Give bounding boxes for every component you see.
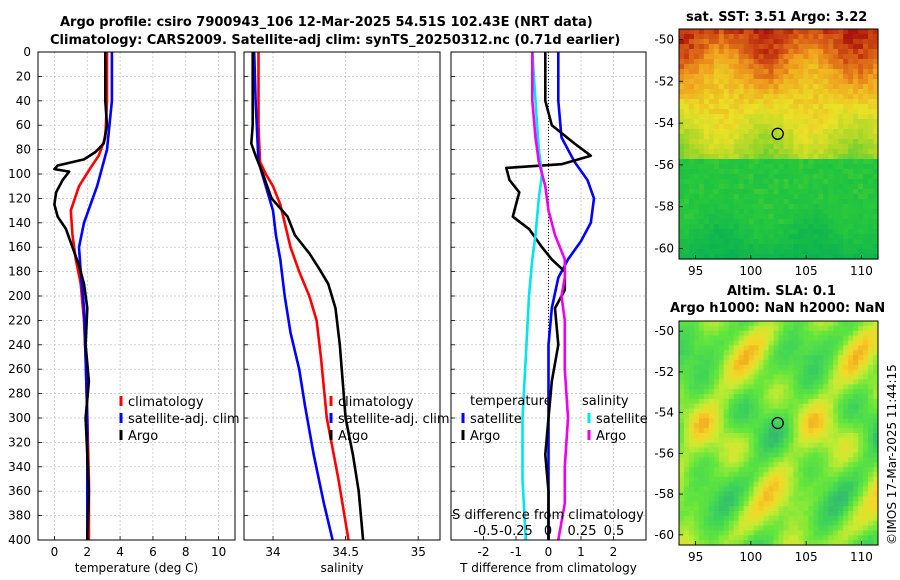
- ytick-label: 160: [8, 240, 31, 254]
- xtick-label: 6: [149, 545, 157, 559]
- xtick-label: -2: [478, 545, 490, 559]
- map-xtick-label: 100: [739, 264, 762, 278]
- xtick-label: 2: [610, 545, 618, 559]
- sla-map-title-line2: Argo h1000: NaN h2000: NaN: [670, 301, 886, 316]
- legend-label: satellite-adj. clim: [128, 412, 240, 427]
- ytick-label: 40: [16, 94, 31, 108]
- sla-map-title-line1: Altim. SLA: 0.1: [727, 284, 836, 299]
- panel-salinity-frame: [243, 51, 441, 541]
- xtick-label: 35: [411, 545, 426, 559]
- s-tick-label: -0.25: [499, 524, 533, 539]
- map-xtick-label: 110: [850, 550, 873, 564]
- xtick-label: 4: [116, 545, 124, 559]
- xtick-label: 0: [51, 545, 59, 559]
- ytick-label: 220: [8, 313, 31, 327]
- map-xtick-label: 100: [739, 550, 762, 564]
- legend-label: Argo: [470, 429, 500, 444]
- ytick-label: 260: [8, 362, 31, 376]
- map-ytick-label: -58: [654, 487, 674, 501]
- panel-difference-frame: [450, 51, 647, 541]
- legend-title-salinity: salinity: [582, 394, 629, 409]
- ytick-label: 180: [8, 265, 31, 279]
- s-tick-label: 0: [544, 524, 552, 539]
- s-tick-label: 0.25: [568, 524, 597, 539]
- ytick-label: 20: [16, 69, 31, 83]
- argo-float-marker: [771, 127, 784, 140]
- ytick-label: 80: [16, 143, 31, 157]
- legend-label: satellite: [596, 412, 648, 427]
- map-ytick-label: -56: [654, 158, 674, 172]
- panel-temperature-frame: [37, 51, 236, 541]
- sst-map-field: [679, 29, 879, 260]
- map-ytick-label: -52: [654, 74, 674, 88]
- map-xtick-label: 95: [688, 550, 703, 564]
- xtick-label: 2: [83, 545, 91, 559]
- map-ytick-label: -58: [654, 200, 674, 214]
- map-ytick-label: -52: [654, 365, 674, 379]
- ytick-label: 280: [8, 387, 31, 401]
- legend-label: Argo: [596, 429, 626, 444]
- xtick-label: 34: [265, 545, 280, 559]
- map-ytick-label: -60: [654, 242, 674, 256]
- map-ytick-label: -50: [654, 324, 674, 338]
- legend-label: satellite-adj. clim: [338, 412, 450, 427]
- series-line-t-satellite: [547, 52, 596, 540]
- ytick-label: 300: [8, 411, 31, 425]
- legend-label: climatology: [128, 395, 204, 410]
- figure-title-line1: Argo profile: csiro 7900943_106 12-Mar-2…: [60, 15, 593, 30]
- ytick-label: 120: [8, 191, 31, 205]
- ytick-label: 380: [8, 509, 31, 523]
- map-ytick-label: -56: [654, 446, 674, 460]
- series-line-argo: [250, 52, 365, 541]
- s-tick-label: -0.5: [473, 524, 498, 539]
- ytick-label: 360: [8, 484, 31, 498]
- map-xtick-label: 105: [795, 264, 818, 278]
- map-ytick-label: -50: [654, 32, 674, 46]
- sla-map-field: [679, 321, 879, 546]
- map-xtick-label: 110: [850, 264, 873, 278]
- series-line-s-satellite: [521, 51, 544, 541]
- xtick-label: -1: [510, 545, 522, 559]
- ytick-label: 0: [23, 45, 31, 59]
- xtick-label: 8: [182, 545, 190, 559]
- series-line-s-argo: [531, 52, 570, 541]
- legend-label: satellite: [470, 412, 522, 427]
- series-line-argo: [53, 52, 109, 541]
- ytick-label: 320: [8, 435, 31, 449]
- map-xtick-label: 105: [795, 550, 818, 564]
- legend-label: Argo: [338, 429, 368, 444]
- xtick-label: 1: [577, 545, 585, 559]
- s-tick-label: 0.5: [604, 524, 625, 539]
- ytick-label: 60: [16, 118, 31, 132]
- figure-title-line2: Climatology: CARS2009. Satellite-adj cli…: [50, 33, 621, 48]
- ytick-label: 340: [8, 460, 31, 474]
- xaxis-label: salinity: [320, 561, 363, 575]
- xtick-label: 0: [545, 545, 553, 559]
- xaxis-label-s-difference: S difference from climatology: [452, 508, 644, 523]
- xtick-label: 10: [211, 545, 226, 559]
- map-ytick-label: -54: [654, 406, 674, 420]
- ytick-label: 240: [8, 338, 31, 352]
- map-xtick-label: 95: [688, 264, 703, 278]
- sst-map-title: sat. SST: 3.51 Argo: 3.22: [686, 10, 868, 25]
- xaxis-label: T difference from climatology: [459, 561, 637, 575]
- ytick-label: 140: [8, 216, 31, 230]
- ytick-label: 100: [8, 167, 31, 181]
- sla-map-frame: [678, 320, 879, 546]
- legend-title-temperature: temperature: [470, 394, 552, 409]
- xtick-label: 34.5: [332, 545, 359, 559]
- legend-label: Argo: [128, 429, 158, 444]
- sst-map-frame: [678, 28, 879, 260]
- legend-label: climatology: [338, 395, 414, 410]
- ytick-label: 200: [8, 289, 31, 303]
- xaxis-label: temperature (deg C): [75, 561, 198, 575]
- map-ytick-label: -60: [654, 528, 674, 542]
- ytick-label: 400: [8, 533, 31, 547]
- series-line-t-argo: [505, 52, 593, 540]
- argo-float-marker: [771, 416, 784, 430]
- series-line-climatology: [257, 52, 350, 541]
- map-ytick-label: -54: [654, 116, 674, 130]
